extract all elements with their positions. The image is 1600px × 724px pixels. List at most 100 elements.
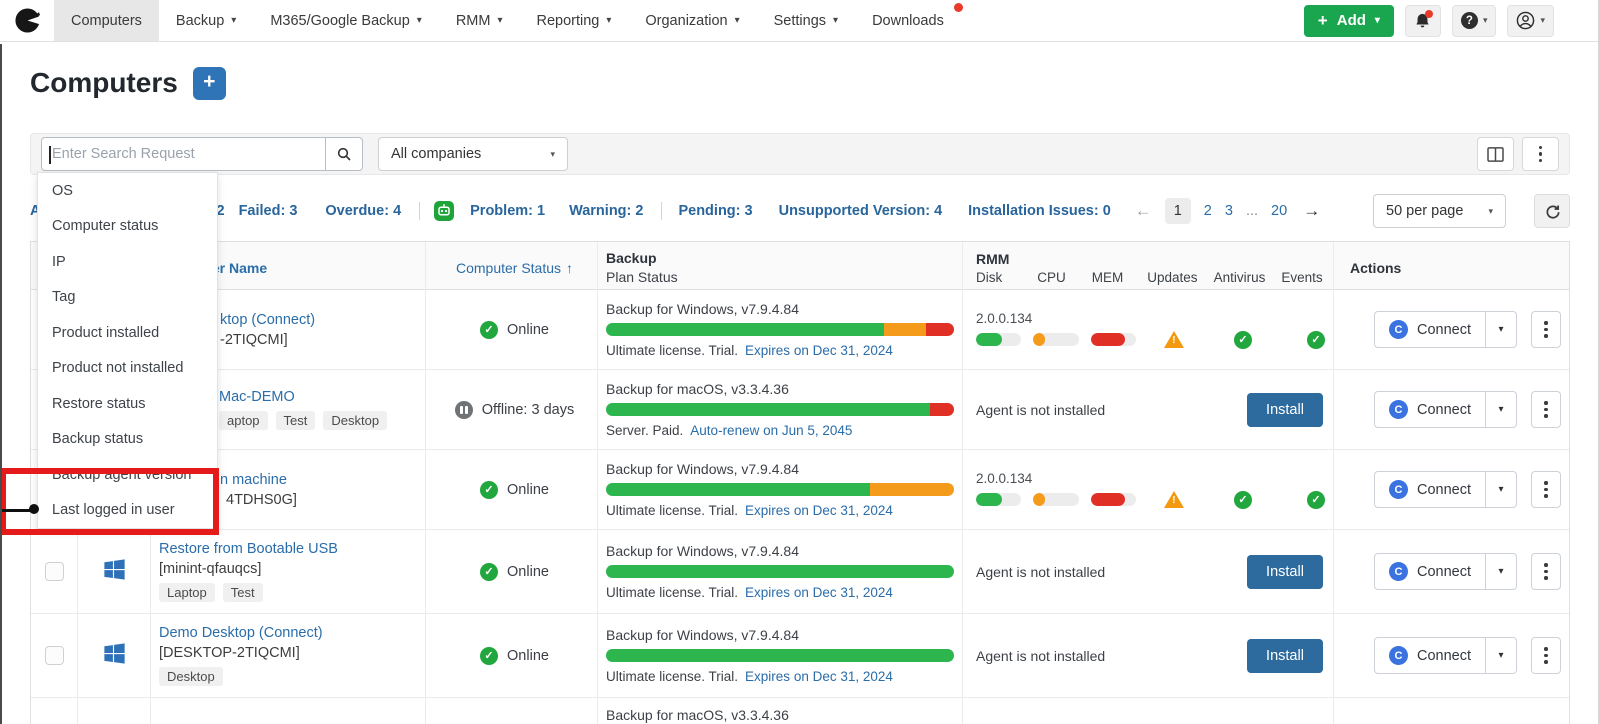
windows-logo-icon (101, 556, 128, 588)
connect-dropdown-caret[interactable]: ▾ (1485, 312, 1516, 347)
connect-button[interactable]: C Connect ▾ (1374, 553, 1517, 590)
connect-dropdown-caret[interactable]: ▾ (1485, 638, 1516, 673)
row-menu-button[interactable] (1531, 471, 1561, 508)
connect-button-label: Connect (1417, 321, 1472, 338)
search-suggestion-ip[interactable]: IP (52, 253, 66, 270)
computer-hostname: 4TDHS0G] (226, 491, 297, 508)
page-3[interactable]: 3 (1224, 203, 1233, 219)
nav-item-backup[interactable]: Backup ▾ (159, 0, 253, 41)
computer-name-link[interactable]: Restore from Bootable USB (159, 541, 338, 557)
header-computer-status[interactable]: Computer Status ↑ (426, 242, 598, 293)
connect-dropdown-caret[interactable]: ▾ (1485, 472, 1516, 507)
page-20[interactable]: 20 (1271, 203, 1288, 219)
refresh-button[interactable] (1534, 194, 1570, 228)
license-link[interactable]: Auto-renew on Jun 5, 2045 (690, 423, 853, 438)
nav-item-label: Downloads (872, 12, 944, 29)
nav-item-reporting[interactable]: Reporting ▾ (519, 0, 628, 41)
search-suggestion-product-not-installed[interactable]: Product not installed (52, 360, 184, 377)
connect-dropdown-caret[interactable]: ▾ (1485, 392, 1516, 427)
connect-button[interactable]: C Connect ▾ (1374, 311, 1517, 348)
status-filter-overdue-4[interactable]: Overdue: 4 (325, 203, 402, 219)
row-checkbox[interactable] (44, 646, 64, 665)
computer-name-link[interactable]: Demo Desktop (Connect) (159, 625, 323, 641)
search-suggestion-backup-agent-version[interactable]: Backup agent version (52, 466, 192, 483)
search-input[interactable] (42, 138, 325, 170)
status-filter-a[interactable]: A (30, 203, 41, 219)
previous-page-arrow[interactable]: ← (1134, 201, 1152, 220)
notifications-button[interactable] (1404, 4, 1441, 37)
search-suggestion-restore-status[interactable]: Restore status (52, 395, 146, 412)
kebab-icon (1538, 145, 1543, 163)
account-button[interactable]: ▾ (1507, 4, 1554, 37)
license-text: Ultimate license. Trial. (606, 585, 739, 600)
page-size-select[interactable]: 50 per page ▾ (1373, 194, 1506, 228)
license-line: Ultimate license. Trial. Expires on Dec 3… (606, 585, 954, 600)
check-circle-icon: ✓ (480, 480, 499, 499)
row-checkbox[interactable] (44, 562, 64, 581)
app-logo[interactable] (0, 0, 54, 41)
status-filter-installation-issues-0[interactable]: Installation Issues: 0 (968, 203, 1111, 219)
search-suggestion-computer-status[interactable]: Computer status (52, 218, 159, 235)
nav-item-label: M365/Google Backup (270, 12, 410, 29)
add-computer-button[interactable]: + (192, 66, 226, 100)
install-button[interactable]: Install (1247, 554, 1323, 589)
computer-name-link[interactable]: Mac-DEMO (219, 389, 295, 405)
nav-item-organization[interactable]: Organization ▾ (628, 0, 756, 41)
row-menu-button[interactable] (1531, 311, 1561, 348)
install-button[interactable]: Install (1247, 392, 1323, 427)
row-menu-button[interactable] (1531, 553, 1561, 590)
nav-item-computers[interactable]: Computers (54, 0, 159, 41)
connect-button-main[interactable]: C Connect (1375, 638, 1485, 673)
connect-button-main[interactable]: C Connect (1375, 472, 1485, 507)
connect-button[interactable]: C Connect ▾ (1374, 391, 1517, 428)
connect-button-main[interactable]: C Connect (1375, 312, 1485, 347)
install-button[interactable]: Install (1247, 638, 1323, 673)
status-filter-pending-3[interactable]: Pending: 3 (678, 203, 753, 219)
row-name-cell: Demo Desktop (Connect) [DESKTOP-2TIQCMI] D… (151, 614, 426, 697)
next-page-arrow[interactable]: → (1303, 201, 1321, 220)
computer-name-link[interactable]: n machine (220, 471, 287, 488)
page-1[interactable]: 1 (1164, 198, 1191, 224)
nav-item-downloads[interactable]: Downloads (855, 0, 963, 41)
connect-button-main[interactable]: C Connect (1375, 554, 1485, 589)
search-button[interactable] (325, 137, 363, 171)
header-rmm-antivirus: Antivirus (1213, 269, 1266, 285)
status-filter-unsupported-version-4[interactable]: Unsupported Version: 4 (778, 203, 943, 219)
connect-button[interactable]: C Connect ▾ (1374, 471, 1517, 508)
row-menu-button[interactable] (1531, 637, 1561, 674)
nav-item-rmm[interactable]: RMM ▾ (439, 0, 520, 41)
column-settings-button[interactable] (1477, 137, 1514, 171)
nav-item-m365-google-backup[interactable]: M365/Google Backup ▾ (253, 0, 438, 41)
nav-item-settings[interactable]: Settings ▾ (757, 0, 855, 41)
license-link[interactable]: Expires on Dec 31, 2024 (745, 503, 893, 518)
status-filter-failed-3[interactable]: Failed: 3 (238, 203, 298, 219)
row-backup-cell: Backup for macOS, v3.3.4.36 Server. Paid.… (598, 370, 963, 449)
license-link[interactable]: Expires on Dec 31, 2024 (745, 669, 893, 684)
status-filter-warning-2[interactable]: Warning: 2 (569, 203, 644, 219)
search-suggestion-tag[interactable]: Tag (52, 289, 76, 306)
company-filter-select[interactable]: All companies ▾ (378, 137, 568, 171)
search-suggestion-os[interactable]: OS (52, 182, 73, 199)
search-suggestion-product-installed[interactable]: Product installed (52, 324, 160, 341)
connect-button-main[interactable]: C Connect (1375, 392, 1485, 427)
row-status-cell: ✓ Online (426, 614, 598, 697)
add-button[interactable]: + Add ▾ (1303, 4, 1394, 37)
license-link[interactable]: Expires on Dec 31, 2024 (745, 585, 893, 600)
help-button[interactable]: ? ▾ (1451, 4, 1497, 37)
search-suggestion-backup-status[interactable]: Backup status (52, 431, 144, 448)
check-circle-icon: ✓ (1307, 490, 1326, 509)
search-suggestion-last-logged-in-user[interactable]: Last logged in user (52, 502, 175, 519)
connect-button[interactable]: C Connect ▾ (1374, 637, 1517, 674)
toolbar-menu-button[interactable] (1522, 137, 1559, 171)
mem-usage-bar (1090, 493, 1136, 506)
row-menu-button[interactable] (1531, 391, 1561, 428)
bar-segment-orange (884, 323, 927, 336)
connect-dropdown-caret[interactable]: ▾ (1485, 554, 1516, 589)
license-link[interactable]: Expires on Dec 31, 2024 (745, 343, 893, 358)
page-2[interactable]: 2 (1203, 203, 1212, 219)
bar-segment-green (606, 565, 954, 578)
status-filter-2[interactable]: 2 (216, 203, 225, 219)
computer-name-link[interactable]: ktop (Connect) (220, 311, 316, 328)
row-backup-cell: Backup for Windows, v7.9.4.84 Ultimate li… (598, 290, 963, 369)
status-filter-problem-1[interactable]: Problem: 1 (470, 203, 546, 219)
